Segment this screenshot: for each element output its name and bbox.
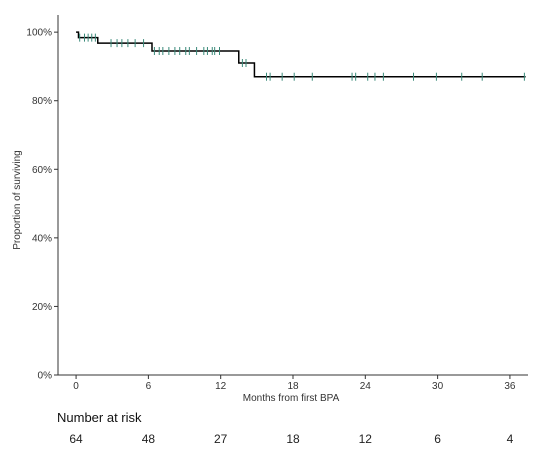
y-axis: 0% 20% 40% 60% 80% 100% <box>26 15 59 382</box>
y-tick-label: 80% <box>32 96 52 107</box>
y-tick-label: 60% <box>32 165 52 176</box>
number-at-risk-value: 64 <box>69 432 83 446</box>
x-tick-label: 36 <box>504 381 516 392</box>
x-tick-label: 18 <box>287 381 299 392</box>
x-tick-label: 6 <box>146 381 152 392</box>
x-tick-label: 0 <box>73 381 79 392</box>
y-tick-label: 20% <box>32 302 52 313</box>
x-tick-label: 12 <box>215 381 227 392</box>
number-at-risk-title: Number at risk <box>57 410 142 425</box>
x-tick-label: 24 <box>360 381 372 392</box>
survival-line <box>76 31 526 78</box>
y-axis-title: Proportion of surviving <box>12 150 23 250</box>
censor-marks <box>79 33 525 81</box>
x-axis-title: Months from first BPA <box>243 393 340 404</box>
number-at-risk-value: 4 <box>506 432 514 446</box>
y-tick-label: 100% <box>26 28 52 39</box>
survival-curve <box>76 31 526 78</box>
number-at-risk-value: 48 <box>141 432 156 446</box>
x-tick-label: 30 <box>432 381 444 392</box>
x-axis: 0 6 12 18 24 30 36 <box>58 374 528 392</box>
y-tick-label: 0% <box>38 371 53 382</box>
number-at-risk-value: 27 <box>214 432 228 446</box>
number-at-risk-value: 12 <box>358 432 372 446</box>
number-at-risk-value: 6 <box>434 432 441 446</box>
number-at-risk-value: 18 <box>286 432 300 446</box>
y-tick-label: 40% <box>32 233 52 244</box>
